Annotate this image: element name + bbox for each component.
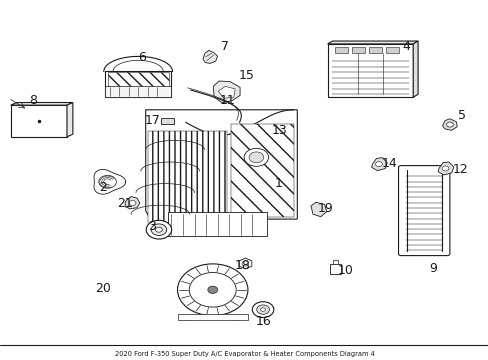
Bar [105,86,171,97]
Polygon shape [11,103,73,105]
Bar [351,47,365,53]
Text: 12: 12 [452,163,468,176]
Text: 11: 11 [219,94,235,107]
Bar [230,124,294,217]
Circle shape [248,152,263,163]
Polygon shape [412,41,417,97]
Circle shape [256,305,269,314]
Circle shape [99,175,116,188]
Polygon shape [371,158,386,171]
Text: 7: 7 [221,40,228,53]
Circle shape [244,148,268,166]
Polygon shape [125,197,140,209]
Circle shape [242,261,248,266]
Bar [168,212,266,236]
Text: 20: 20 [95,282,110,294]
Polygon shape [203,50,217,63]
Text: 8: 8 [29,94,37,107]
Circle shape [151,224,166,235]
Polygon shape [442,119,456,130]
Polygon shape [239,258,251,269]
Text: 5: 5 [457,109,465,122]
Text: 15: 15 [239,69,254,82]
Polygon shape [327,41,417,44]
FancyBboxPatch shape [398,166,449,256]
Text: 17: 17 [145,114,161,127]
Text: 16: 16 [255,315,270,328]
Circle shape [146,220,171,239]
Bar [105,71,171,97]
Bar [334,47,347,53]
Text: 1: 1 [274,177,282,190]
Circle shape [252,302,273,318]
Circle shape [189,273,236,307]
Circle shape [260,308,265,311]
Bar [177,314,247,320]
Text: 3: 3 [147,220,155,233]
Circle shape [375,162,382,167]
Bar [148,131,226,223]
Bar [385,47,398,53]
Polygon shape [67,103,73,137]
Bar [11,105,67,137]
Text: 13: 13 [271,124,287,137]
Bar [107,72,168,95]
Text: 18: 18 [235,259,250,272]
Bar [368,47,381,53]
Polygon shape [218,86,235,98]
Text: 2020 Ford F-350 Super Duty A/C Evaporator & Heater Components Diagram 4: 2020 Ford F-350 Super Duty A/C Evaporato… [114,351,374,356]
Bar [329,264,340,274]
Circle shape [441,166,448,171]
Circle shape [177,264,247,316]
Bar [327,44,412,97]
Circle shape [207,286,217,293]
Text: 4: 4 [401,40,409,53]
Text: 6: 6 [138,51,145,64]
Polygon shape [437,162,453,175]
Polygon shape [145,110,297,229]
Polygon shape [310,202,326,217]
Text: 2: 2 [99,181,106,194]
Text: 21: 21 [117,197,132,210]
Text: 19: 19 [317,202,332,215]
Circle shape [155,227,162,232]
Bar [161,118,173,124]
Polygon shape [94,170,125,194]
Polygon shape [213,81,240,103]
Text: 10: 10 [337,264,352,277]
Circle shape [446,122,452,127]
Text: 9: 9 [428,262,436,275]
Circle shape [129,201,136,206]
Text: 14: 14 [381,157,396,170]
Bar [332,260,337,264]
